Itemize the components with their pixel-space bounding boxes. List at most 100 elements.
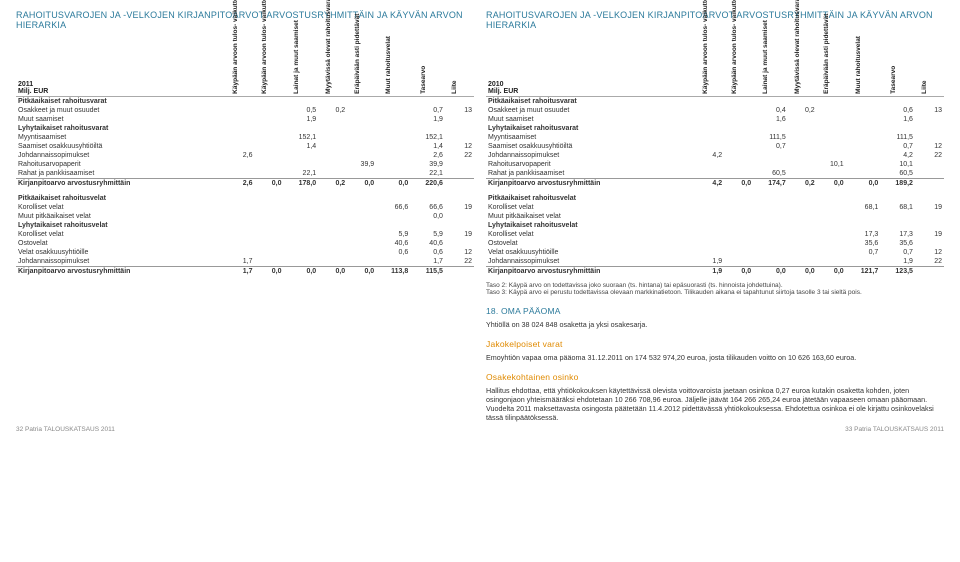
row-label: Myyntisaamiset <box>16 133 225 142</box>
cell <box>283 96 318 106</box>
row-label: Rahat ja pankkisaamiset <box>486 169 695 179</box>
cell <box>788 124 817 133</box>
cell <box>318 248 347 257</box>
cell <box>915 221 944 230</box>
cell <box>376 115 410 124</box>
row-label: Lyhytaikaiset rahoitusvarat <box>16 124 225 133</box>
row-label: Kirjanpitoarvo arvostusryhmittäin <box>486 178 695 188</box>
table-row: Kirjanpitoarvo arvostusryhmittäin4,20,01… <box>486 178 944 188</box>
column-header: Eräpäivään asti pidettävät <box>817 38 846 96</box>
cell: 22 <box>915 151 944 160</box>
row-label: Kirjanpitoarvo arvostusryhmittäin <box>486 266 695 276</box>
cell: 1,7 <box>410 257 445 267</box>
cell <box>254 151 283 160</box>
table-row: Johdannaissopimukset1,91,922 <box>486 257 944 267</box>
cell: 0,6 <box>880 106 915 115</box>
cell <box>915 115 944 124</box>
cell <box>254 142 283 151</box>
cell <box>817 115 846 124</box>
cell <box>724 221 753 230</box>
cell: 40,6 <box>410 239 445 248</box>
cell <box>846 96 881 106</box>
table-row: Velat osakkuusyhtiöille0,60,612 <box>16 248 474 257</box>
table-row: Pitkäaikaiset rahoitusvarat <box>16 96 474 106</box>
table-row: Lyhytaikaiset rahoitusvelat <box>16 221 474 230</box>
table-row: Muut pitkäaikaiset velat <box>486 212 944 221</box>
table-row: Rahoitusarvopaperit39,939,9 <box>16 160 474 169</box>
cell <box>695 106 724 115</box>
row-label: Lyhytaikaiset rahoitusvelat <box>486 221 695 230</box>
cell <box>318 169 347 179</box>
cell <box>283 124 318 133</box>
cell <box>788 221 817 230</box>
cell: 0,0 <box>724 266 753 276</box>
cell <box>788 248 817 257</box>
table-row: Korolliset velat66,666,619 <box>16 203 474 212</box>
table-row: Ostovelat35,635,6 <box>486 239 944 248</box>
cell: 10,1 <box>817 160 846 169</box>
cell <box>788 115 817 124</box>
cell <box>788 96 817 106</box>
cell <box>445 160 474 169</box>
cell <box>445 221 474 230</box>
cell <box>410 124 445 133</box>
cell <box>724 142 753 151</box>
cell <box>817 169 846 179</box>
table-row: Pitkäaikaiset rahoitusvarat <box>486 96 944 106</box>
cell <box>225 133 254 142</box>
cell <box>817 203 846 212</box>
cell <box>283 248 318 257</box>
cell <box>788 151 817 160</box>
cell <box>225 221 254 230</box>
row-label: Rahoitusarvopaperit <box>16 160 225 169</box>
row-label: Lyhytaikaiset rahoitusvarat <box>486 124 695 133</box>
column-header: Käypään arvoon tulos- vaikutteisesti kir… <box>225 38 254 96</box>
cell <box>283 194 318 203</box>
cell <box>915 178 944 188</box>
row-label: Ostovelat <box>16 239 225 248</box>
column-header: Muut rahoitusvelat <box>376 38 410 96</box>
cell <box>753 221 788 230</box>
cell <box>880 212 915 221</box>
cell <box>846 133 881 142</box>
cell <box>880 221 915 230</box>
cell <box>753 96 788 106</box>
cell <box>753 124 788 133</box>
cell: 4,2 <box>695 178 724 188</box>
cell: 0,0 <box>283 266 318 276</box>
row-label: Pitkäaikaiset rahoitusvarat <box>16 96 225 106</box>
cell <box>788 212 817 221</box>
cell <box>695 169 724 179</box>
cell <box>347 248 376 257</box>
cell <box>880 124 915 133</box>
cell <box>724 239 753 248</box>
cell <box>347 142 376 151</box>
row-label: Muut pitkäaikaiset velat <box>486 212 695 221</box>
cell <box>347 115 376 124</box>
page-number-left: 32 Patria TALOUSKATSAUS 2011 <box>16 426 115 433</box>
osake-title: Osakekohtainen osinko <box>486 372 944 382</box>
cell: 12 <box>445 248 474 257</box>
cell <box>376 212 410 221</box>
cell <box>753 239 788 248</box>
cell <box>846 212 881 221</box>
cell: 0,0 <box>376 178 410 188</box>
cell <box>753 212 788 221</box>
cell <box>376 160 410 169</box>
column-header: Muut rahoitusvelat <box>846 38 881 96</box>
column-header: Lainat ja muut saamiset <box>753 38 788 96</box>
cell <box>254 221 283 230</box>
cell: 4,2 <box>880 151 915 160</box>
cell <box>915 133 944 142</box>
cell <box>225 212 254 221</box>
cell <box>225 239 254 248</box>
cell: 152,1 <box>410 133 445 142</box>
cell: 0,7 <box>880 142 915 151</box>
cell <box>695 160 724 169</box>
cell <box>724 124 753 133</box>
cell: 40,6 <box>376 239 410 248</box>
cell: 0,0 <box>817 178 846 188</box>
cell <box>318 257 347 267</box>
column-header: Käypään arvoon tulos- vaikutteisesti kir… <box>254 38 283 96</box>
cell <box>318 160 347 169</box>
